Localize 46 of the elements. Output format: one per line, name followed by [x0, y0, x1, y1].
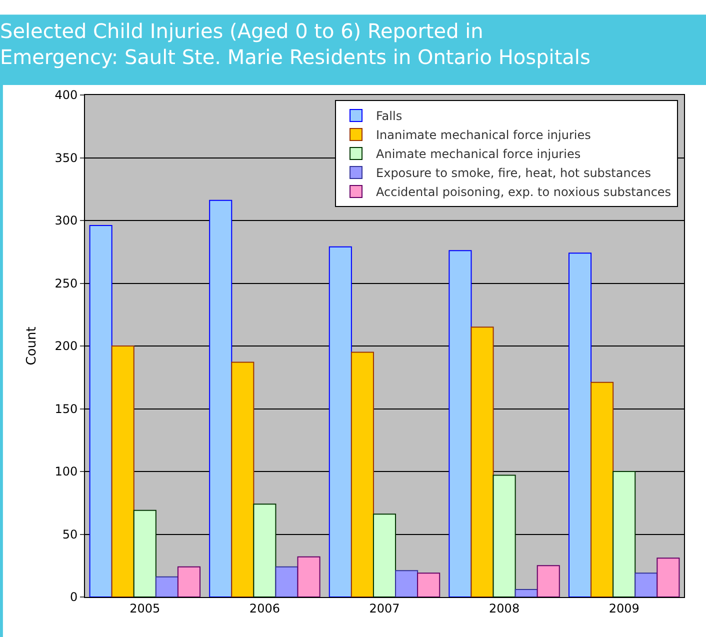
bar — [209, 200, 232, 597]
y-tick-label: 150 — [54, 402, 78, 416]
bar — [590, 382, 614, 597]
x-tick-label: 2005 — [130, 601, 160, 616]
bar — [395, 570, 418, 597]
bar — [612, 471, 636, 597]
x-tick-label: 2007 — [369, 601, 400, 616]
bar — [133, 510, 156, 597]
legend-label: Inanimate mechanical force injuries — [376, 128, 591, 142]
chart-title: Selected Child Injuries (Aged 0 to 6) Reported in Emergency: Sault Ste. Marie Residents in Ontario Hospitals — [0, 19, 590, 69]
bar — [253, 504, 276, 597]
legend-label: Falls — [376, 109, 402, 124]
y-tick-label: 200 — [54, 339, 78, 354]
y-axis-title: Count — [24, 326, 40, 366]
x-tick-label: 2006 — [249, 601, 280, 616]
bar — [111, 346, 134, 597]
y-tick-label: 50 — [62, 527, 78, 542]
bar — [155, 576, 178, 597]
bar — [177, 566, 201, 597]
x-tick-label: 2009 — [608, 601, 640, 616]
bar — [297, 556, 320, 597]
bar — [656, 558, 680, 597]
legend-label: Accidental poisoning, exp. to noxious substances — [376, 185, 672, 200]
y-tick-label: 350 — [54, 150, 78, 165]
bar — [514, 588, 538, 597]
y-tick-label: 300 — [54, 214, 78, 228]
bar — [634, 572, 658, 597]
y-tick-label: 100 — [54, 464, 78, 479]
y-tick-label: 400 — [54, 88, 78, 102]
bar — [372, 514, 396, 597]
bar — [568, 252, 592, 597]
bar — [231, 362, 254, 597]
legend-label: Animate mechanical force injuries — [376, 147, 581, 162]
bar — [350, 352, 374, 597]
legend-label: Exposure to smoke, fire, heat, hot substances — [376, 166, 652, 180]
bar — [89, 225, 112, 597]
bar — [328, 246, 352, 597]
bar — [470, 326, 494, 597]
bar — [536, 565, 560, 597]
bar — [417, 572, 440, 597]
bar — [275, 566, 298, 597]
bar — [448, 250, 472, 597]
y-tick-label: 0 — [70, 590, 78, 604]
x-tick-label: 2008 — [489, 601, 520, 616]
y-tick-label: 250 — [54, 276, 78, 290]
bar — [492, 474, 516, 597]
